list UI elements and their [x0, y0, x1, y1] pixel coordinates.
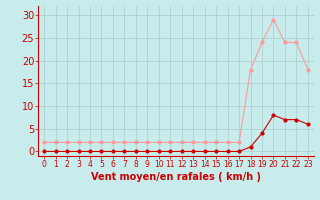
X-axis label: Vent moyen/en rafales ( km/h ): Vent moyen/en rafales ( km/h ) — [91, 172, 261, 182]
